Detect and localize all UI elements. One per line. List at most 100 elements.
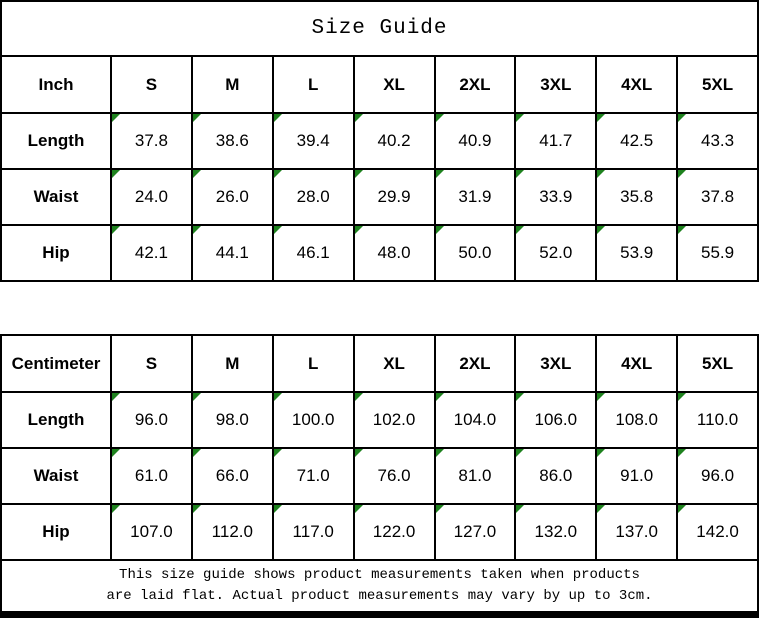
cell-flag-icon [516,449,525,457]
table-row: Hip 107.0 112.0 117.0 122.0 127.0 132.0 … [0,503,759,561]
cell-flag-icon [112,505,120,513]
cell-value: 132.0 [534,522,578,541]
cell-flag-icon [597,114,606,122]
value-cell: 76.0 [352,447,436,505]
value-cell: 48.0 [352,224,436,282]
cell-flag-icon [112,170,120,178]
bottom-border-bar [0,611,759,618]
value-cell: 110.0 [676,391,759,449]
value-cell: 38.6 [190,112,274,170]
size-header-cell: 5XL [676,334,759,393]
table-header-row: Centimeter S M L XL 2XL 3XL 4XL 5XL [0,334,759,393]
cell-value: 137.0 [615,522,658,541]
measure-label-cell: Length [0,391,112,449]
cell-flag-icon [192,226,201,234]
value-cell: 28.0 [271,168,355,226]
value-cell: 107.0 [110,503,193,561]
cell-value: 142.0 [696,522,739,541]
cell-flag-icon [273,449,282,457]
value-cell: 40.9 [433,112,517,170]
cell-flag-icon [112,226,120,234]
value-cell: 40.2 [352,112,436,170]
value-cell: 86.0 [514,447,598,505]
value-cell: 104.0 [433,391,517,449]
cell-value: 52.0 [539,243,573,262]
cell-flag-icon [192,393,201,401]
cell-value: 42.5 [620,131,654,150]
table-header-row: Inch S M L XL 2XL 3XL 4XL 5XL [0,55,759,114]
value-cell: 31.9 [433,168,517,226]
cell-value: 104.0 [453,410,497,429]
cell-flag-icon [192,114,201,122]
cell-value: 122.0 [372,522,416,541]
cell-value: 76.0 [377,466,411,485]
cell-flag-icon [597,505,606,513]
value-cell: 132.0 [514,503,598,561]
cell-value: 106.0 [534,410,578,429]
inch-size-table: Inch S M L XL 2XL 3XL 4XL 5XL Length 37.… [0,55,759,282]
size-header-cell: 5XL [676,55,759,114]
cell-value: 37.8 [134,131,168,150]
value-cell: 142.0 [676,503,759,561]
value-cell: 117.0 [271,503,355,561]
cell-flag-icon [678,114,687,122]
cell-value: 46.1 [296,243,330,262]
measure-label-cell: Length [0,112,112,170]
cell-flag-icon [112,393,120,401]
size-header-cell: 2XL [433,334,517,393]
cell-flag-icon [435,170,444,178]
cell-flag-icon [435,505,444,513]
cell-flag-icon [273,226,282,234]
cell-value: 98.0 [215,410,249,429]
cell-value: 81.0 [458,466,492,485]
cell-value: 26.0 [215,187,249,206]
table-row: Waist 24.0 26.0 28.0 29.9 31.9 33.9 35.8… [0,168,759,226]
value-cell: 106.0 [514,391,598,449]
cell-flag-icon [273,114,282,122]
cell-flag-icon [597,449,606,457]
cell-value: 107.0 [130,522,173,541]
size-header-cell: M [190,55,274,114]
cell-value: 24.0 [134,187,168,206]
table-row: Length 96.0 98.0 100.0 102.0 104.0 106.0… [0,391,759,449]
cell-value: 53.9 [620,243,654,262]
cell-value: 33.9 [539,187,573,206]
value-cell: 96.0 [110,391,193,449]
cell-value: 50.0 [458,243,492,262]
size-header-cell: M [190,334,274,393]
cell-flag-icon [435,114,444,122]
value-cell: 39.4 [271,112,355,170]
value-cell: 100.0 [271,391,355,449]
cell-flag-icon [516,114,525,122]
cell-flag-icon [354,114,363,122]
page-title: Size Guide [0,0,759,55]
value-cell: 37.8 [110,112,193,170]
cell-value: 71.0 [296,466,330,485]
cell-value: 66.0 [215,466,249,485]
size-header-cell: 4XL [595,55,679,114]
table-row: Waist 61.0 66.0 71.0 76.0 81.0 86.0 91.0… [0,447,759,505]
table-row: Hip 42.1 44.1 46.1 48.0 50.0 52.0 53.9 5… [0,224,759,282]
value-cell: 33.9 [514,168,598,226]
value-cell: 24.0 [110,168,193,226]
cell-flag-icon [678,170,687,178]
cell-value: 86.0 [539,466,573,485]
cell-value: 96.0 [701,466,735,485]
cell-value: 100.0 [291,410,335,429]
value-cell: 137.0 [595,503,679,561]
cell-value: 40.2 [377,131,411,150]
cell-value: 61.0 [134,466,168,485]
value-cell: 122.0 [352,503,436,561]
size-header-cell: 3XL [514,55,598,114]
value-cell: 46.1 [271,224,355,282]
cell-flag-icon [516,170,525,178]
cell-flag-icon [273,505,282,513]
cell-value: 108.0 [615,410,658,429]
cell-value: 44.1 [215,243,249,262]
value-cell: 29.9 [352,168,436,226]
cell-flag-icon [597,393,606,401]
cell-flag-icon [354,226,363,234]
value-cell: 81.0 [433,447,517,505]
table-spacer [0,282,759,334]
unit-header-cell: Inch [0,55,112,114]
